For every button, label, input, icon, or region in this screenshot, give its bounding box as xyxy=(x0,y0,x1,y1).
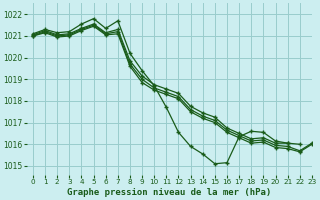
X-axis label: Graphe pression niveau de la mer (hPa): Graphe pression niveau de la mer (hPa) xyxy=(67,188,272,197)
